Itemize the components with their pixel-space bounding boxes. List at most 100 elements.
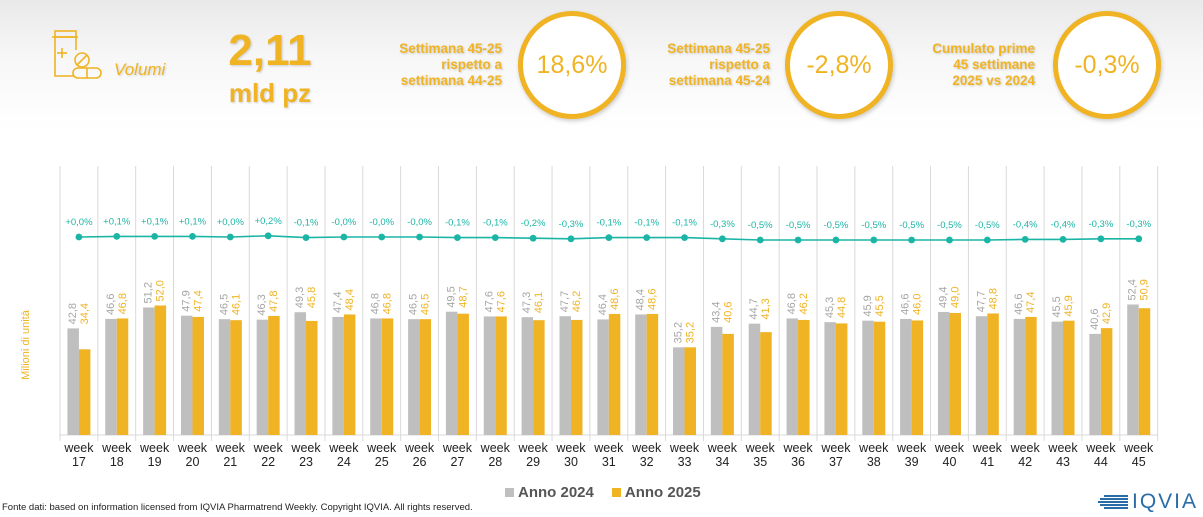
pct-change-label: -0,5%: [899, 220, 924, 231]
total-volume-value: 2,11: [228, 26, 312, 75]
x-tick-label: week: [934, 441, 965, 455]
pct-change-point: [718, 235, 726, 243]
bar-2024: [483, 316, 496, 435]
kpi-header: Volumi 2,11 mld pz Settimana 45-25 rispe…: [0, 0, 1203, 130]
bar-2025: [495, 316, 507, 435]
pct-change-point: [226, 233, 234, 241]
value-label-2025: 48,6: [647, 289, 659, 310]
pct-change-label: -0,1%: [672, 218, 697, 229]
bar-2024: [521, 317, 534, 435]
value-label-2025: 50,9: [1139, 279, 1151, 300]
bar-2025: [192, 316, 204, 435]
pct-change-label: -0,0%: [407, 217, 432, 228]
value-label-2024: 47,9: [180, 290, 192, 311]
bar-2025: [1100, 328, 1113, 435]
iqvia-logo: IQVIA: [1098, 490, 1198, 514]
value-label-2025: 49,0: [949, 287, 961, 308]
pct-change-point: [264, 232, 272, 240]
bar-2025: [154, 305, 167, 435]
x-tick-label: week: [820, 441, 851, 455]
value-label-2024: 42,8: [67, 303, 79, 324]
pct-change-point: [189, 233, 196, 240]
x-tick-label: week: [745, 441, 776, 455]
pct-change-point: [908, 236, 916, 244]
bar-2025: [1138, 308, 1151, 435]
x-tick-label: 21: [223, 455, 237, 469]
value-label-2024: 46,3: [256, 294, 268, 315]
x-tick-label: week: [972, 441, 1003, 455]
bar-2024: [635, 314, 647, 435]
value-label-2025: 35,2: [685, 322, 697, 343]
x-tick-label: week: [593, 441, 624, 455]
section-label: Volumi: [114, 60, 166, 79]
value-label-2025: 40,6: [722, 301, 734, 322]
value-label-2024: 44,7: [748, 298, 760, 319]
pct-change-point: [983, 236, 991, 244]
x-tick-label: week: [177, 441, 208, 455]
value-label-2025: 47,4: [1025, 292, 1037, 313]
source-note: Fonte dati: based on information license…: [2, 502, 473, 513]
bar-2025: [1025, 316, 1037, 435]
pct-change-label: -0,3%: [1126, 219, 1151, 230]
x-tick-label: 22: [261, 455, 275, 469]
value-label-2025: 45,5: [874, 295, 886, 316]
value-label-2025: 45,8: [306, 287, 318, 308]
pct-change-point: [529, 234, 537, 242]
x-tick-label: 19: [148, 455, 162, 469]
x-tick-label: 17: [72, 455, 86, 469]
pct-change-point: [832, 236, 840, 244]
bar-2024: [559, 316, 571, 435]
pct-change-label: -0,3%: [710, 219, 735, 230]
bar-2024: [1089, 333, 1101, 435]
kpi-label-line: 45 settimane: [953, 57, 1035, 72]
value-label-2025: 44,8: [836, 297, 848, 318]
y-axis-label: Milioni di unità: [20, 310, 32, 380]
pct-change-point: [340, 233, 348, 241]
pct-change-point: [491, 234, 499, 241]
x-tick-label: 28: [488, 455, 502, 469]
x-tick-label: week: [290, 441, 321, 455]
x-tick-label: week: [782, 441, 813, 455]
bar-2025: [78, 349, 91, 435]
pct-change-point: [151, 233, 159, 240]
bar-2024: [824, 322, 836, 435]
value-label-2024: 52,4: [1127, 279, 1139, 300]
pct-change-point: [567, 235, 575, 243]
x-tick-label: 27: [450, 455, 464, 469]
bar-2025: [306, 320, 318, 435]
value-label-2025: 46,1: [230, 294, 242, 315]
value-label-2024: 46,6: [1013, 294, 1025, 315]
value-label-2025: 45,9: [1063, 295, 1075, 316]
pct-change-point: [870, 236, 878, 244]
bar-2025: [873, 321, 886, 435]
value-label-2024: 51,2: [143, 282, 155, 303]
value-label-2025: 48,8: [987, 288, 999, 309]
value-label-2025: 47,8: [268, 291, 280, 312]
pct-change-point: [454, 234, 461, 241]
bar-2024: [256, 319, 269, 435]
bar-2025: [646, 313, 659, 435]
value-label-2024: 46,8: [786, 293, 798, 314]
x-tick-label: week: [480, 441, 511, 455]
x-tick-label: 23: [299, 455, 313, 469]
value-label-2024: 46,6: [900, 294, 912, 315]
bar-2024: [143, 307, 155, 435]
pct-change-label: -0,5%: [786, 220, 811, 231]
pct-change-label: -0,1%: [596, 218, 621, 229]
bar-2025: [570, 319, 583, 435]
x-tick-label: week: [896, 441, 927, 455]
bar-2024: [105, 318, 117, 435]
kpi-label-line: 2025 vs 2024: [952, 73, 1035, 88]
x-tick-label: week: [858, 441, 889, 455]
bar-2024: [862, 320, 874, 435]
pct-change-label: -0,4%: [1013, 219, 1038, 230]
bar-2025: [268, 315, 280, 435]
bar-2024: [218, 319, 231, 435]
pct-change-label: -0,5%: [937, 220, 962, 231]
bar-2024: [786, 318, 799, 435]
pct-change-label: -0,5%: [824, 220, 849, 231]
bar-2024: [748, 323, 761, 435]
kpi-label-line: rispetto a: [709, 57, 770, 72]
x-tick-label: 34: [715, 455, 729, 469]
bar-2024: [1127, 304, 1139, 435]
